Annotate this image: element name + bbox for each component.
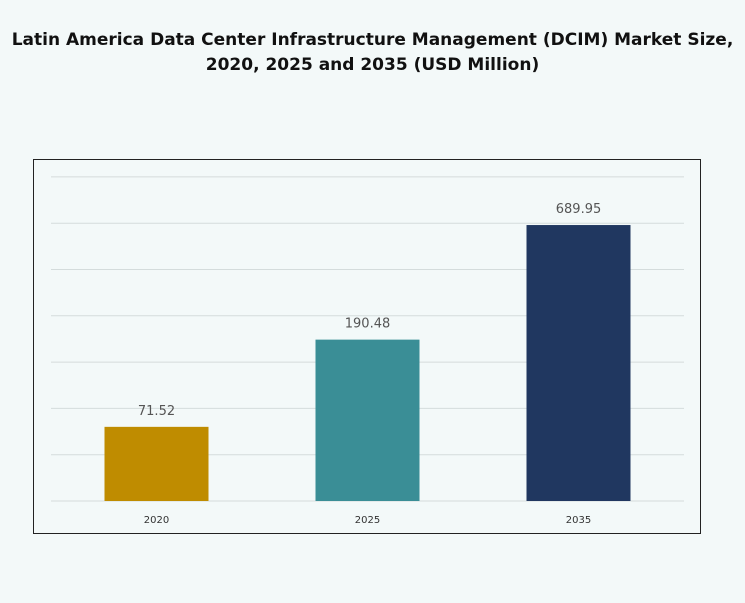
bar-chart: 71.52 2020 190.48 2025 689.95 2035 xyxy=(51,176,684,526)
chart-title-line1: Latin America Data Center Infrastructure… xyxy=(11,30,734,50)
x-tick-label: 2025 xyxy=(355,515,380,526)
chart-area: 71.52 2020 190.48 2025 689.95 2035 xyxy=(33,159,701,534)
bar-2035 xyxy=(526,225,631,501)
chart-title-line2: 2020, 2025 and 2035 (USD Million) xyxy=(205,55,540,75)
x-tick-label: 2035 xyxy=(566,515,591,526)
bar-2020 xyxy=(104,426,209,501)
data-label: 190.48 xyxy=(345,317,391,332)
data-label: 71.52 xyxy=(138,404,175,419)
x-tick-label: 2020 xyxy=(144,515,169,526)
chart-title: Latin America Data Center Infrastructure… xyxy=(0,28,745,78)
data-label: 689.95 xyxy=(556,202,602,217)
bar-2025 xyxy=(315,339,420,501)
